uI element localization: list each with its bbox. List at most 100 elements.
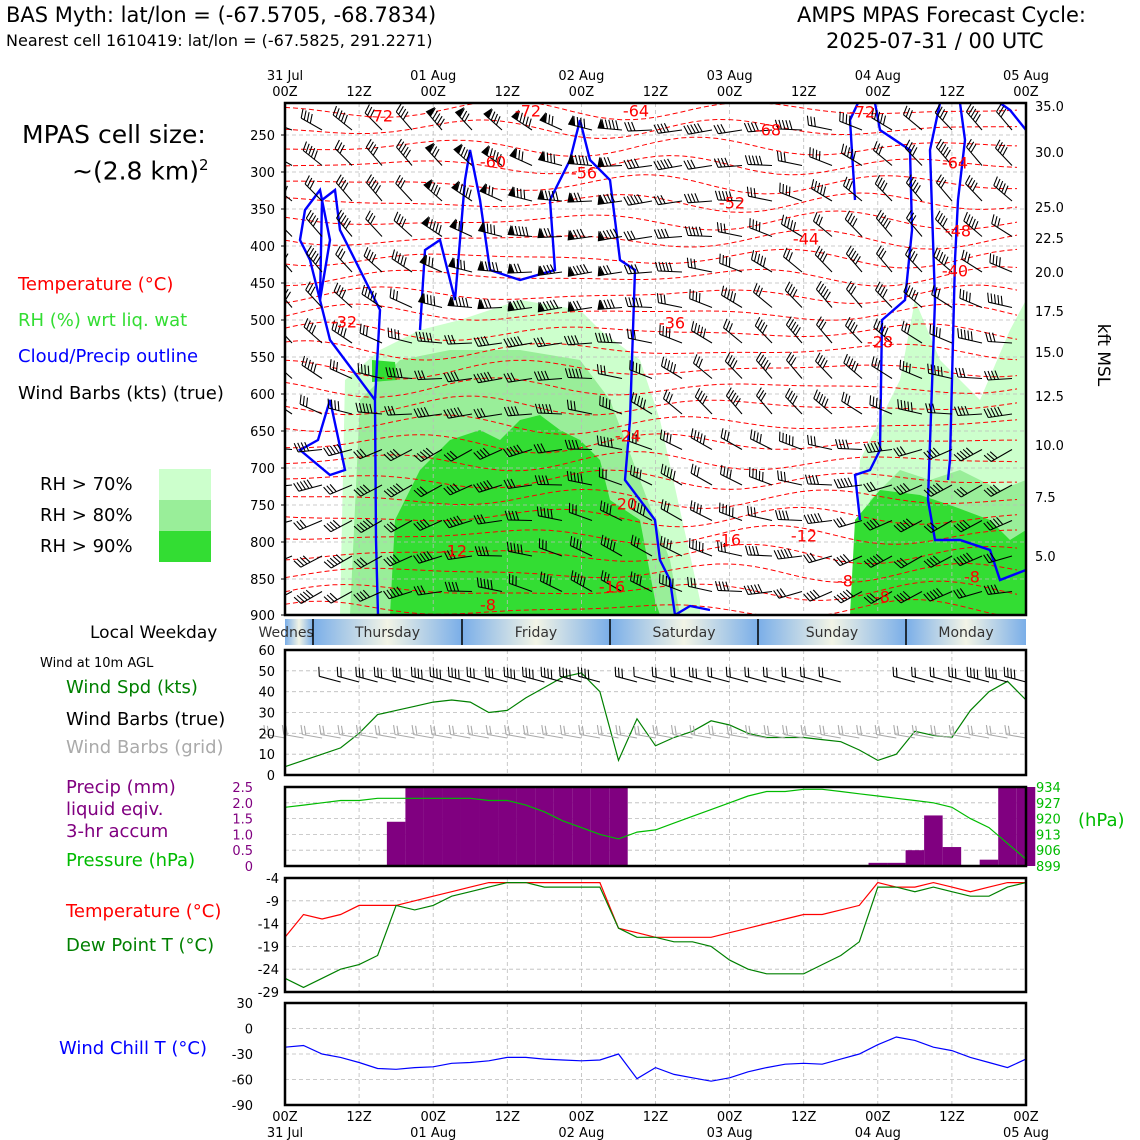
wind-barb bbox=[566, 399, 593, 415]
wind-barb bbox=[689, 289, 713, 309]
wind-barb bbox=[285, 591, 293, 596]
wind-barb bbox=[564, 439, 593, 451]
wind-barb bbox=[863, 591, 893, 604]
precip-bar bbox=[460, 787, 480, 866]
wind-barb bbox=[293, 441, 323, 453]
wind-barb bbox=[536, 506, 563, 522]
isotherm-line bbox=[285, 118, 1018, 139]
wind-barb bbox=[507, 299, 533, 312]
wind-barb bbox=[569, 536, 593, 557]
precip-panel-frame bbox=[283, 785, 1028, 868]
isotherm-line bbox=[285, 266, 1018, 287]
isotherm-label: -64 bbox=[623, 102, 649, 121]
forecast-cycle-date: 2025-07-31 / 00 UTC bbox=[826, 29, 1044, 53]
wind-barb-grid bbox=[318, 725, 341, 739]
pressure-tick-label: 350 bbox=[250, 203, 275, 218]
legend-rh80-swatch bbox=[159, 500, 211, 531]
wind-barb bbox=[628, 431, 653, 451]
wind-barb bbox=[755, 351, 773, 379]
wind-barb bbox=[597, 228, 623, 242]
wind-barb bbox=[567, 228, 593, 241]
legend-rh90-swatch bbox=[159, 531, 211, 562]
precip-bar bbox=[423, 787, 443, 866]
pressure-tick-label: 550 bbox=[250, 351, 275, 366]
wind-barb-grid bbox=[448, 725, 471, 739]
pressure-panel-ytick: 906 bbox=[1036, 844, 1061, 859]
wind-barb bbox=[293, 479, 323, 492]
wind-barb bbox=[995, 139, 1013, 166]
wind-barb-grid bbox=[522, 725, 545, 739]
wind-barb bbox=[599, 395, 623, 415]
wind-barb bbox=[474, 546, 503, 557]
wind-speed-line bbox=[284, 672, 1027, 768]
bottom-hour-label: 12Z bbox=[939, 1110, 965, 1125]
isotherm-line bbox=[285, 524, 1018, 545]
precip-bar bbox=[590, 787, 610, 866]
wind-barb bbox=[957, 328, 983, 344]
wind-barb bbox=[965, 103, 983, 131]
wind-barb bbox=[777, 470, 803, 486]
wind-barb bbox=[305, 209, 323, 237]
wind-barb bbox=[596, 435, 623, 451]
precip-bar bbox=[979, 859, 999, 866]
isotherm-label: -40 bbox=[942, 262, 968, 281]
bottom-date-label: 01 Aug bbox=[410, 1126, 456, 1140]
isotherm-label: -48 bbox=[945, 222, 971, 241]
wind-barb bbox=[323, 443, 353, 457]
precip-bar bbox=[535, 787, 554, 866]
weekday-band bbox=[462, 619, 610, 645]
wind-barb bbox=[904, 139, 923, 166]
precip-panel-ytick: 2.0 bbox=[232, 797, 253, 812]
wind-barb bbox=[966, 138, 983, 166]
wind-barb bbox=[662, 389, 683, 415]
wind-barb bbox=[893, 590, 923, 604]
wind-barb bbox=[953, 588, 983, 599]
wind-barb bbox=[902, 105, 923, 131]
legend-rh90-label: RH > 90% bbox=[40, 536, 133, 557]
wind-barb bbox=[567, 264, 593, 277]
wind-barb-grid bbox=[596, 725, 619, 739]
wind-barb bbox=[449, 218, 473, 238]
wind-barb bbox=[713, 123, 743, 135]
wind-barb-true bbox=[355, 666, 378, 683]
wind-barb bbox=[332, 105, 353, 131]
bottom-hour-label: 12Z bbox=[643, 1110, 669, 1125]
pressure-tick-label: 650 bbox=[250, 425, 275, 440]
wind-barb bbox=[660, 356, 683, 379]
pressure-tick-label: 850 bbox=[250, 573, 275, 588]
wind-barb bbox=[413, 585, 443, 596]
chill-panel-ytick: 0 bbox=[245, 1023, 253, 1038]
wind-barb bbox=[413, 518, 443, 531]
wind-barb bbox=[786, 351, 803, 379]
precip-panel-ytick: 1.5 bbox=[232, 813, 253, 828]
wind-barb bbox=[747, 505, 773, 522]
wind-barb bbox=[534, 475, 563, 486]
isotherm-label: -64 bbox=[942, 154, 968, 173]
wind-barb-true bbox=[373, 666, 397, 683]
wind-panel-frame bbox=[283, 648, 1028, 777]
legend-cloud: Cloud/Precip outline bbox=[18, 346, 199, 367]
wind-barb bbox=[413, 447, 443, 462]
weekday-band bbox=[906, 619, 1026, 645]
pressure-panel-ytick: 913 bbox=[1036, 828, 1061, 843]
wind-barb bbox=[626, 328, 653, 344]
wind-barb bbox=[688, 538, 713, 557]
wind-barb bbox=[683, 193, 713, 204]
precip-bar bbox=[442, 787, 461, 866]
wind-barb bbox=[774, 510, 803, 522]
wind-barb bbox=[953, 484, 983, 498]
precip-panel-ytick: 0 bbox=[245, 860, 253, 875]
wind-barb-grid bbox=[670, 725, 693, 739]
isotherm-line bbox=[285, 321, 1018, 341]
pressure-panel-ytick: 899 bbox=[1036, 860, 1061, 875]
weekday-label: Local Weekday bbox=[90, 623, 217, 643]
wind-barb-grid bbox=[930, 725, 952, 739]
wind-barb bbox=[300, 108, 323, 131]
pressure-tick-label: 300 bbox=[250, 166, 275, 181]
wind-barb bbox=[845, 316, 863, 344]
top-date-label: 03 Aug bbox=[707, 69, 753, 84]
wind-barb bbox=[537, 264, 563, 276]
wind-barb bbox=[816, 316, 833, 344]
wind-barb-grid bbox=[485, 725, 508, 739]
wind-barb-grid bbox=[1004, 725, 1027, 739]
